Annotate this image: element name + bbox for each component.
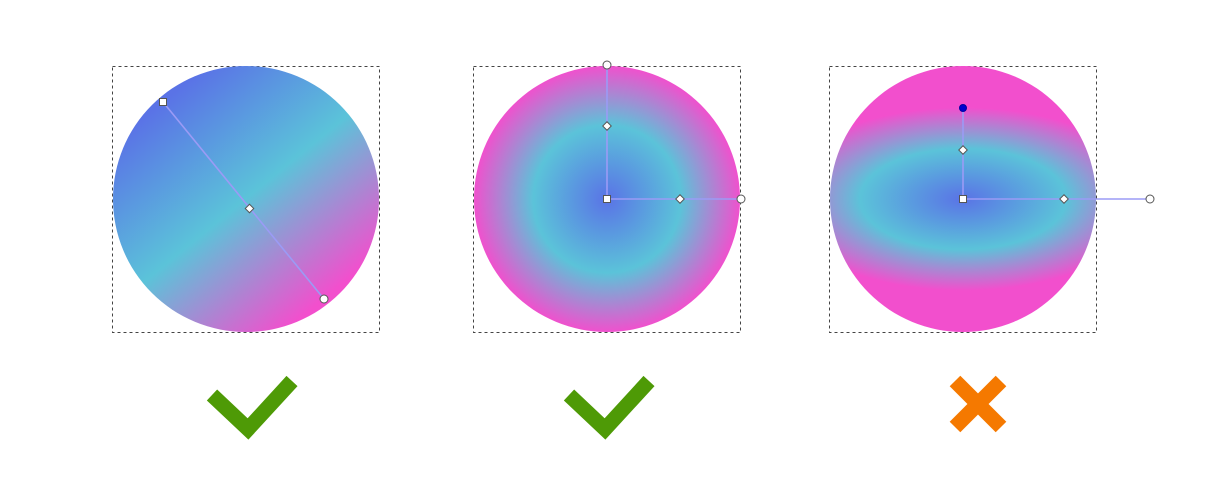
gradient-end-handle[interactable] <box>319 294 329 304</box>
gradient-vertical-midpoint-handle[interactable] <box>958 145 968 155</box>
cross-icon <box>949 375 1007 433</box>
gradient-vertical-end-handle[interactable] <box>602 60 612 70</box>
gradient-start-handle[interactable] <box>159 98 167 106</box>
elliptical-gradient-example <box>829 66 1155 333</box>
gradient-selected-vertical-end-handle[interactable] <box>959 104 967 112</box>
checkmark-icon <box>563 375 655 440</box>
gradient-handle-line <box>162 101 325 300</box>
gradient-filled-circle[interactable] <box>113 66 379 332</box>
linear-gradient-example <box>112 66 380 333</box>
gradient-horizontal-end-handle[interactable] <box>736 194 746 204</box>
radial-gradient-example <box>473 60 746 333</box>
gradient-horizontal-midpoint-handle[interactable] <box>1059 194 1069 204</box>
checkmark-icon <box>206 375 298 440</box>
gradient-vertical-midpoint-handle[interactable] <box>602 121 612 131</box>
gradient-horizontal-end-handle[interactable] <box>1145 194 1155 204</box>
gradient-center-handle[interactable] <box>603 195 611 203</box>
gradient-center-handle[interactable] <box>959 195 967 203</box>
gradient-midpoint-handle[interactable] <box>244 203 255 214</box>
gradient-horizontal-midpoint-handle[interactable] <box>675 194 685 204</box>
